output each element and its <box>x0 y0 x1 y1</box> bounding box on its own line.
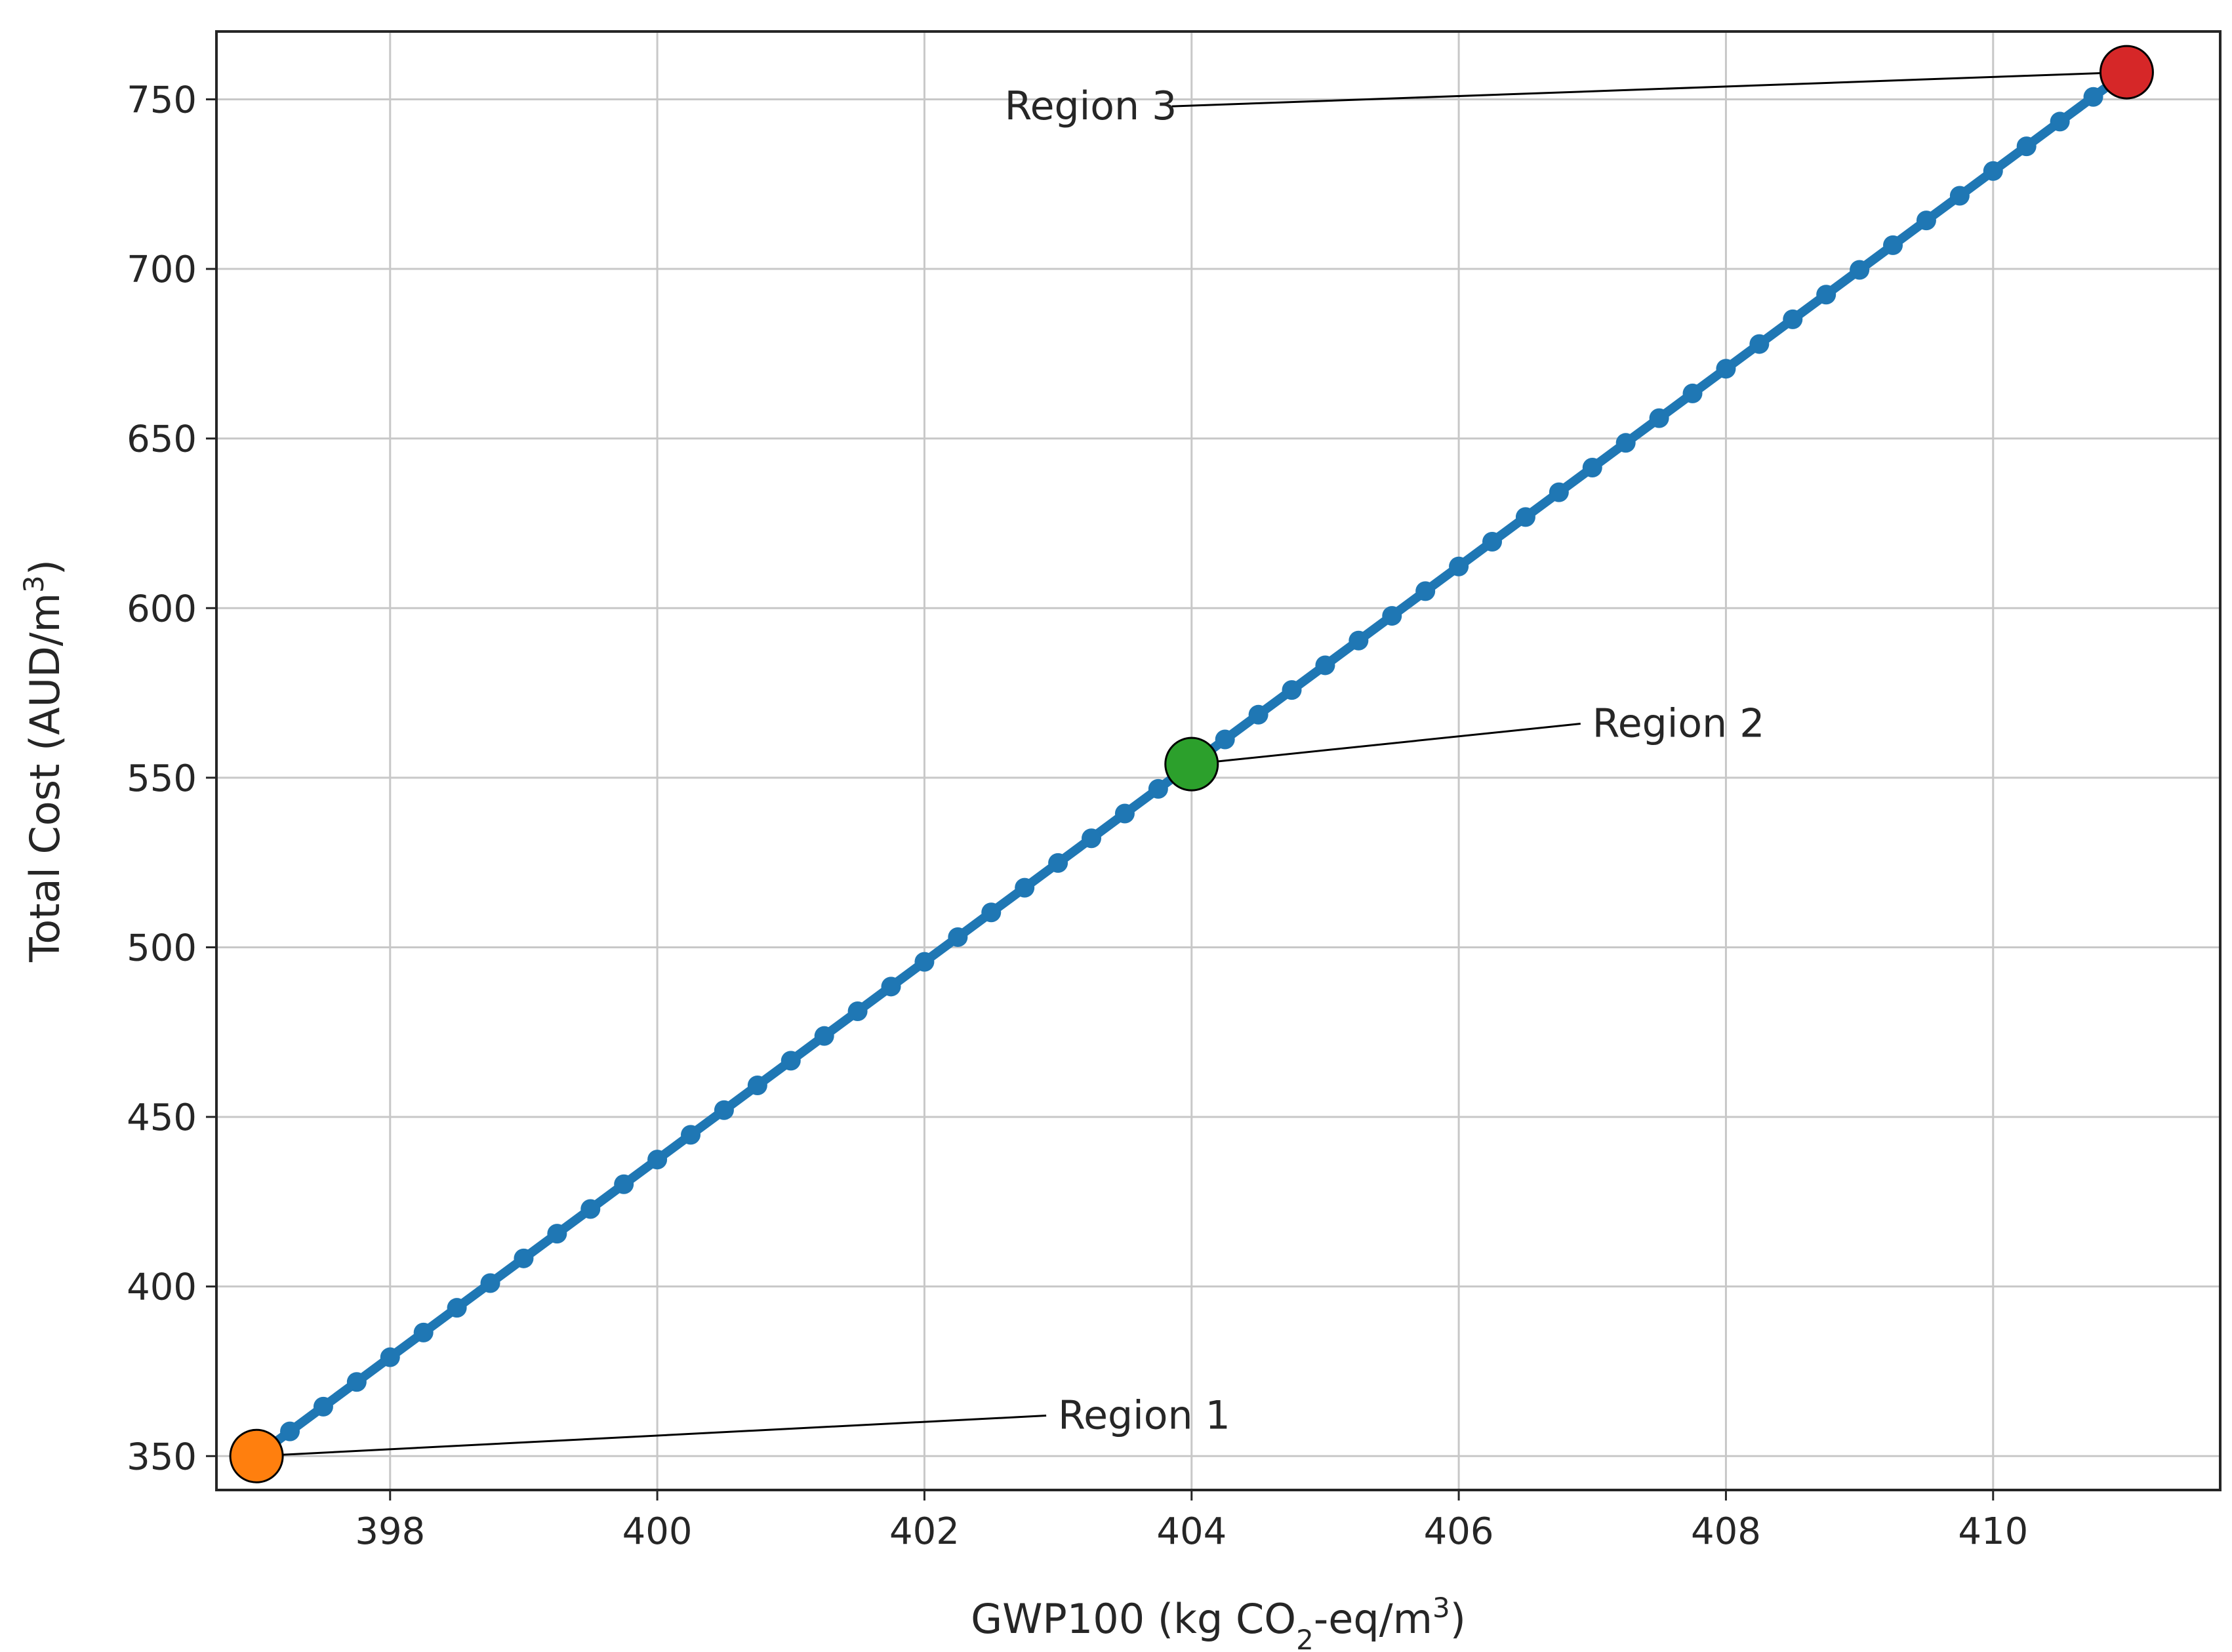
series-point <box>1850 260 1870 280</box>
series-point <box>981 902 1002 923</box>
highlight-point <box>2099 45 2154 100</box>
highlight-point <box>1164 736 1219 792</box>
series-point <box>380 1347 400 1367</box>
series-point <box>514 1248 534 1268</box>
series-point <box>280 1421 300 1441</box>
series-point <box>1382 606 1402 626</box>
y-tick-label: 750 <box>127 79 197 121</box>
x-tick-label: 406 <box>1424 1510 1494 1553</box>
series-point <box>1282 680 1302 700</box>
x-axis-title: GWP100 (kg CO2-eq/m3) <box>971 1592 1466 1652</box>
series-point <box>1482 532 1503 552</box>
series-point <box>1449 556 1469 576</box>
series-point <box>1048 853 1068 873</box>
series-point <box>681 1125 701 1145</box>
series-point <box>1949 186 1970 206</box>
series-point <box>1215 729 1235 750</box>
series-point <box>647 1150 668 1170</box>
series-point <box>1649 408 1669 428</box>
series-point <box>847 1001 868 1021</box>
y-tick-label: 500 <box>127 927 197 969</box>
y-tick-label: 700 <box>127 249 197 291</box>
annotation-leader <box>1171 71 2127 108</box>
series-point <box>1783 309 1803 329</box>
series-point <box>2016 136 2037 157</box>
x-tick-label: 404 <box>1156 1510 1227 1553</box>
x-tick-label: 408 <box>1691 1510 1761 1553</box>
series-point <box>346 1372 367 1392</box>
annotation-label: Region 1 <box>1058 1393 1230 1439</box>
y-tick-label: 550 <box>127 757 197 800</box>
y-axis-title-post: ) <box>21 559 69 575</box>
series-point <box>714 1100 734 1120</box>
plot-frame <box>215 30 2222 1491</box>
series-point <box>480 1273 500 1293</box>
series-point <box>2050 111 2070 132</box>
series-point <box>1916 211 1936 231</box>
y-axis-title-sup: 3 <box>18 575 50 593</box>
series-point <box>1248 704 1268 725</box>
series-point <box>747 1076 767 1096</box>
series-point <box>1615 433 1636 453</box>
series-point <box>781 1051 801 1071</box>
series-point <box>1415 581 1436 601</box>
x-axis-title-mid: -eq/m <box>1314 1595 1432 1643</box>
annotation-leader <box>1191 722 1581 765</box>
x-tick-label: 410 <box>1958 1510 2028 1553</box>
y-tick-label: 650 <box>127 418 197 461</box>
series-point <box>1148 778 1168 799</box>
series-point <box>1114 803 1135 824</box>
x-axis-title-post: ) <box>1450 1595 1466 1643</box>
y-tick-label: 450 <box>127 1097 197 1139</box>
series-point <box>1515 507 1535 527</box>
series-point <box>1315 655 1335 675</box>
y-tick-label: 350 <box>127 1436 197 1478</box>
highlight-point <box>229 1428 284 1483</box>
series-point <box>914 952 935 972</box>
series-point <box>1549 482 1569 502</box>
series-point <box>413 1322 434 1342</box>
series-point <box>547 1224 567 1244</box>
grid <box>216 31 2220 1490</box>
y-axis-title: Total Cost (AUD/m3) <box>18 559 70 963</box>
annotation-label: Region 3 <box>1005 83 1177 129</box>
series-point <box>1582 457 1602 477</box>
series-point <box>2083 87 2103 107</box>
series-point <box>1015 877 1035 898</box>
x-axis-title-pre: GWP100 (kg CO <box>971 1595 1296 1643</box>
annotation-label: Region 2 <box>1593 700 1765 746</box>
y-tick-label: 600 <box>127 588 197 630</box>
series-point <box>1749 334 1770 354</box>
series-point <box>447 1298 467 1318</box>
series-point <box>881 977 901 997</box>
x-axis-title-sup: 3 <box>1432 1592 1450 1624</box>
x-tick-label: 400 <box>622 1510 693 1553</box>
y-axis-title-pre: Total Cost (AUD/m <box>21 593 69 963</box>
series-point <box>614 1174 634 1194</box>
x-tick-label: 402 <box>889 1510 960 1553</box>
series-point <box>1983 161 2003 181</box>
series-point <box>814 1026 834 1046</box>
ticks: 398 400 402 404 406 408 410 350 400 450 500 550 600 6… <box>127 79 2028 1553</box>
annotation-leader <box>256 1415 1047 1457</box>
series-point <box>948 927 968 947</box>
series-point <box>1682 383 1703 403</box>
series-point <box>313 1396 333 1417</box>
series-point <box>1082 828 1102 849</box>
y-tick-label: 400 <box>127 1266 197 1309</box>
series-point <box>580 1199 601 1219</box>
series-point <box>1716 359 1736 379</box>
x-axis-title-sub: 2 <box>1296 1624 1314 1652</box>
series-point <box>1883 235 1903 255</box>
annotations: Region 1 Region 2 Region 3 <box>229 45 2154 1483</box>
series-point <box>1349 630 1369 651</box>
series-point <box>1816 285 1836 305</box>
x-tick-label: 398 <box>355 1510 425 1553</box>
